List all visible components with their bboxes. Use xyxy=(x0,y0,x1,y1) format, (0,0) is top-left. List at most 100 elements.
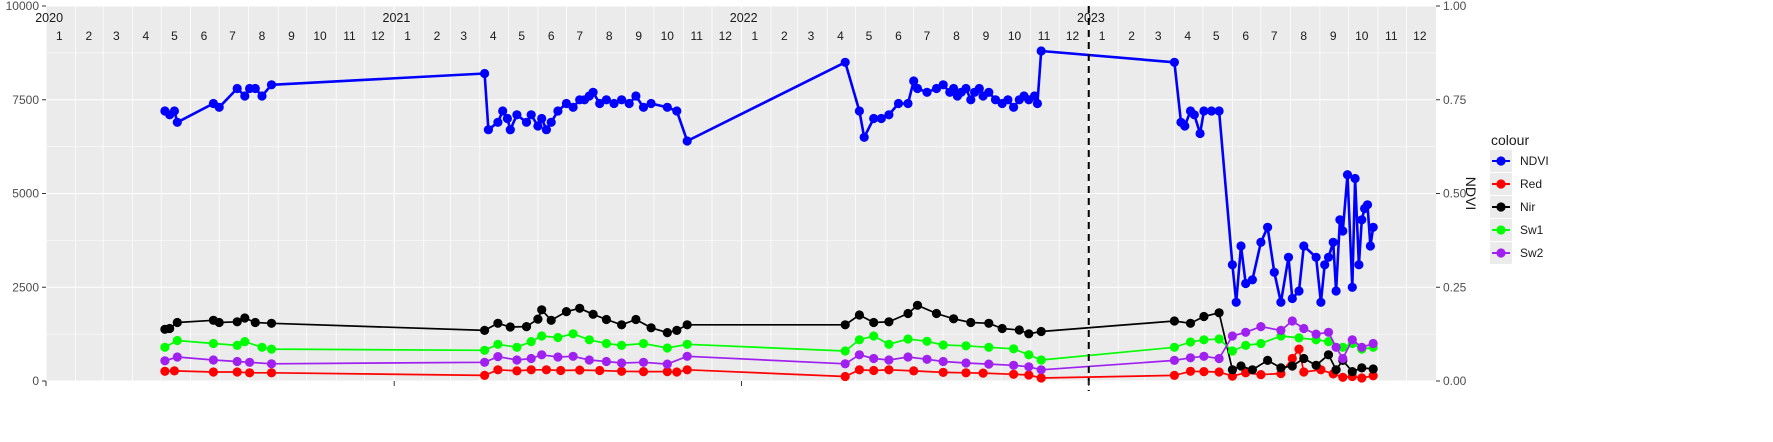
sw1-point xyxy=(1185,337,1196,347)
red-point xyxy=(1287,353,1297,364)
sw1-point xyxy=(1294,333,1304,343)
year-label: 2023 xyxy=(1077,11,1105,25)
red-point xyxy=(961,368,971,378)
red-point xyxy=(526,365,536,375)
y-right-tick-label: 0.25 xyxy=(1443,280,1467,294)
ndvi-point xyxy=(840,57,850,67)
ndvi-point xyxy=(903,98,913,109)
nir-point xyxy=(1185,318,1196,328)
sw1-point xyxy=(1024,350,1034,360)
ndvi-point xyxy=(617,95,627,105)
ndvi-point xyxy=(662,102,672,112)
ndvi-point xyxy=(931,83,942,94)
sw1-point xyxy=(537,331,547,341)
nir-point xyxy=(1347,367,1357,377)
month-label: 4 xyxy=(837,29,844,43)
ndvi-point xyxy=(553,106,563,116)
nir-point xyxy=(546,315,556,325)
ndvi-point xyxy=(1236,241,1246,251)
month-label: 3 xyxy=(113,29,120,43)
red-point xyxy=(1199,367,1209,377)
ndvi-point xyxy=(1036,46,1046,56)
month-label: 9 xyxy=(983,29,990,43)
sw2-point xyxy=(1169,355,1179,365)
red-point xyxy=(1009,369,1019,379)
ndvi-point xyxy=(1276,297,1286,307)
ndvi-point xyxy=(876,113,886,124)
sw1-point xyxy=(160,342,170,352)
nir-point xyxy=(1214,308,1224,318)
ndvi-point xyxy=(1269,267,1279,277)
ndvi-point xyxy=(537,113,547,124)
ndvi-point xyxy=(1323,252,1334,262)
nir-point xyxy=(493,318,503,328)
ndvi-point xyxy=(938,80,948,90)
month-label: 2 xyxy=(85,29,92,43)
red-point xyxy=(160,366,170,376)
sw1-point xyxy=(553,332,563,343)
ndvi-point xyxy=(961,83,971,94)
sw1-point xyxy=(884,339,894,349)
month-label: 8 xyxy=(953,29,960,43)
ndvi-point xyxy=(172,117,182,127)
ndvi-point xyxy=(884,110,894,120)
red-point xyxy=(662,367,672,377)
sw1-point xyxy=(1036,355,1046,365)
red-point xyxy=(1338,372,1348,382)
ndvi-point xyxy=(1320,260,1330,270)
month-label: 11 xyxy=(1038,29,1051,43)
ndvi-point xyxy=(1227,260,1237,270)
sw1-point xyxy=(480,345,490,355)
red-point xyxy=(208,367,218,377)
ndvi-point xyxy=(1199,106,1209,116)
sw2-point xyxy=(922,354,932,364)
sw1-point xyxy=(601,338,612,349)
red-point xyxy=(909,366,919,376)
red-point xyxy=(541,365,552,375)
ndvi-point xyxy=(1328,237,1338,247)
month-label: 10 xyxy=(313,29,327,43)
ndvi-point xyxy=(240,91,250,101)
nir-point xyxy=(588,309,598,319)
nir-point xyxy=(1299,353,1309,364)
nir-point xyxy=(931,308,942,319)
ndvi-point xyxy=(974,83,984,94)
nir-point xyxy=(1169,316,1179,326)
month-label: 5 xyxy=(866,29,873,43)
ndvi-point xyxy=(1294,286,1304,296)
month-label: 10 xyxy=(1008,29,1022,43)
month-label: 10 xyxy=(661,29,675,43)
red-point xyxy=(1256,370,1266,380)
ndvi-point xyxy=(1032,98,1042,109)
ndvi-point xyxy=(526,110,536,120)
nir-point xyxy=(232,317,242,327)
ndvi-point xyxy=(1214,106,1224,116)
nir-point xyxy=(1368,364,1378,374)
ndvi-point xyxy=(1316,297,1326,307)
month-label: 12 xyxy=(1413,29,1427,43)
legend-title: colour xyxy=(1491,132,1529,148)
nir-point xyxy=(997,323,1007,334)
month-label: 1 xyxy=(1099,29,1106,43)
red-point xyxy=(575,365,585,375)
ndvi-point xyxy=(1362,200,1373,210)
ndvi-point xyxy=(257,91,267,101)
y-right-tick-label: 0.50 xyxy=(1443,187,1467,201)
legend-label-sw1: Sw1 xyxy=(1520,223,1544,237)
sw2-point xyxy=(984,359,994,369)
month-label: 8 xyxy=(1300,29,1307,43)
nir-point xyxy=(505,322,515,332)
nir-point xyxy=(617,320,627,330)
month-label: 3 xyxy=(1155,29,1162,43)
nir-point xyxy=(1287,361,1297,371)
ndvi-point xyxy=(232,83,242,94)
ndvi-point xyxy=(480,68,490,79)
ndvi-point xyxy=(1331,286,1341,296)
sw2-point xyxy=(1311,329,1321,339)
ndvi-point xyxy=(1169,57,1179,67)
sw1-point xyxy=(568,329,578,339)
nir-point xyxy=(1311,360,1321,370)
ndvi-point xyxy=(1241,278,1251,289)
ndvi-point xyxy=(266,80,277,90)
month-label: 4 xyxy=(143,29,150,43)
